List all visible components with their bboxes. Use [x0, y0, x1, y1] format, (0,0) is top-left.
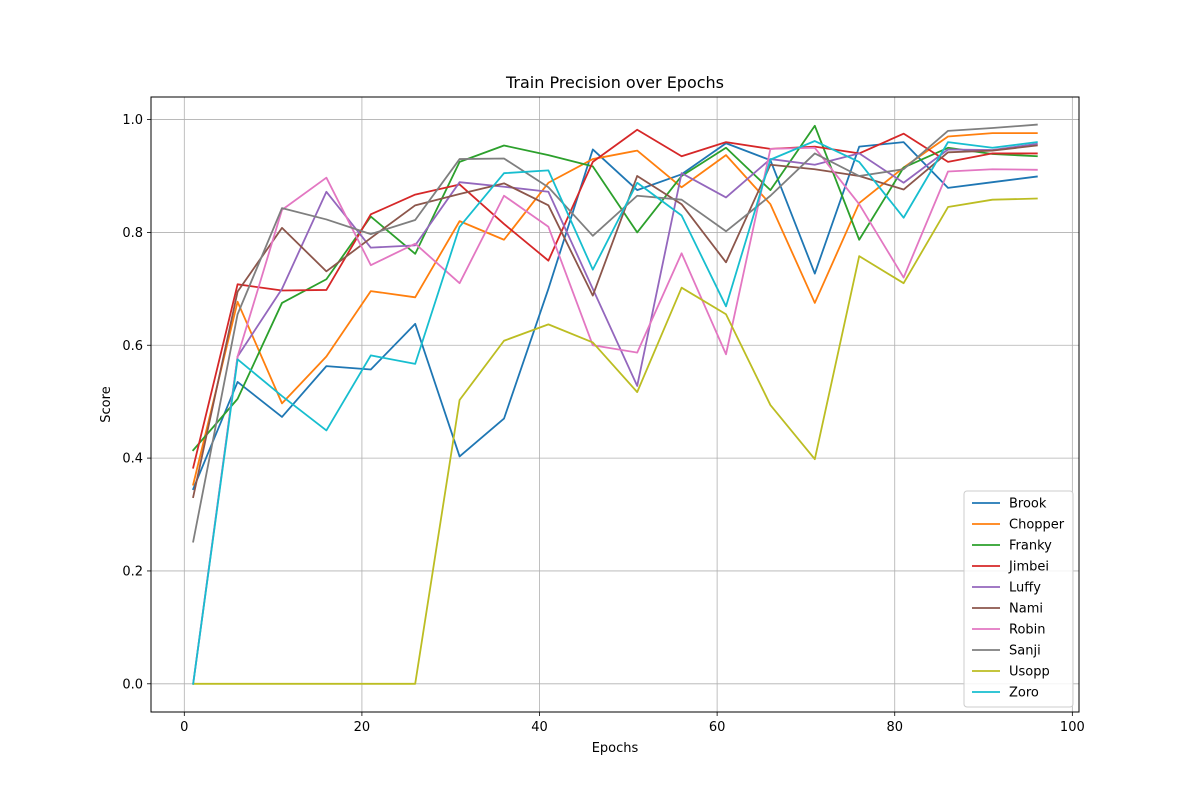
plot-frame [150, 96, 1080, 713]
x-axis-title: Epochs [592, 741, 639, 756]
chart-title: Train Precision over Epochs [505, 73, 724, 92]
series-line-sanji [192, 123, 1038, 543]
x-tick-label: 60 [709, 720, 726, 735]
y-tick-label: 1.0 [122, 113, 143, 128]
legend-label: Chopper [1009, 518, 1065, 533]
series-line-robin [192, 146, 1038, 685]
series-line-brook [192, 141, 1038, 491]
series-line-usopp [192, 197, 1038, 685]
legend-label: Luffy [1009, 581, 1041, 596]
y-tick-label: 0.0 [122, 677, 143, 692]
legend-label: Franky [1009, 539, 1052, 554]
y-tick-label: 0.6 [122, 339, 143, 354]
legend-label: Sanji [1009, 644, 1041, 659]
legend-label: Brook [1009, 497, 1047, 512]
y-tick-label: 0.2 [122, 564, 143, 579]
y-tick-label: 0.4 [122, 452, 143, 467]
legend-label: Zoro [1009, 686, 1039, 701]
series-line-chopper [192, 132, 1038, 486]
x-tick-label: 100 [1060, 720, 1085, 735]
y-axis-title: Score [99, 386, 114, 422]
legend-label: Usopp [1009, 665, 1050, 680]
series-lines [191, 123, 1038, 685]
y-tick-label: 0.8 [122, 226, 143, 241]
legend-label: Jimbei [1008, 560, 1049, 575]
series-line-franky [191, 124, 1038, 452]
legend: Brook Chopper Franky Jimbei Luffy Nami Robin Sa… [963, 490, 1074, 708]
series-line-nami [192, 144, 1038, 499]
x-tick-label: 40 [531, 720, 548, 735]
axis-ticks: 0 20 40 60 80 100 0.0 0.2 0.4 0.6 0.8 1.0 [122, 113, 1084, 735]
x-tick-label: 0 [180, 720, 188, 735]
series-line-zoro [192, 140, 1038, 685]
legend-label: Nami [1009, 602, 1043, 617]
series-line-jimbei [192, 128, 1038, 469]
x-tick-label: 20 [354, 720, 371, 735]
x-tick-label: 80 [886, 720, 903, 735]
legend-label: Robin [1009, 623, 1046, 638]
series-line-luffy [192, 142, 1038, 685]
